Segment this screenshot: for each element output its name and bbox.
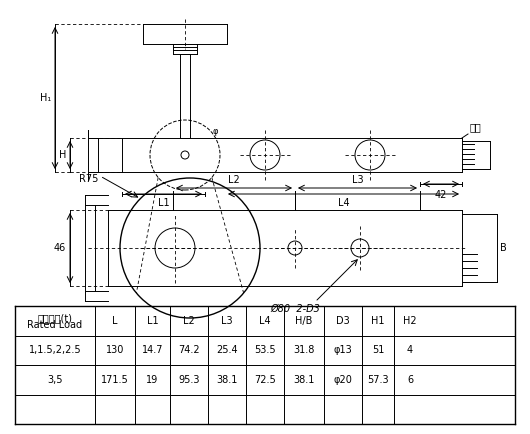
Text: H: H [59, 150, 66, 160]
Text: L1: L1 [147, 316, 158, 326]
Text: L3: L3 [352, 175, 363, 185]
Text: 57.3: 57.3 [367, 375, 389, 385]
Text: 19: 19 [146, 375, 158, 385]
Text: L4: L4 [338, 198, 349, 208]
Text: 51: 51 [372, 345, 384, 355]
Text: L2: L2 [183, 316, 195, 326]
Text: 74.2: 74.2 [178, 345, 200, 355]
Text: 53.5: 53.5 [254, 345, 276, 355]
Text: L3: L3 [221, 316, 233, 326]
Text: 3,5: 3,5 [47, 375, 63, 385]
Text: H₁: H₁ [40, 93, 51, 103]
Text: D3: D3 [336, 316, 350, 326]
Text: 171.5: 171.5 [101, 375, 129, 385]
Text: 6: 6 [407, 375, 413, 385]
Text: 130: 130 [106, 345, 124, 355]
Text: 1,1.5,2,2.5: 1,1.5,2,2.5 [29, 345, 81, 355]
Text: 墊片: 墊片 [470, 122, 482, 132]
Text: φ: φ [212, 127, 218, 136]
Text: φ13: φ13 [333, 345, 352, 355]
Text: R75: R75 [78, 174, 98, 184]
Text: 46: 46 [54, 243, 66, 253]
Text: H2: H2 [403, 316, 417, 326]
Text: L1: L1 [158, 198, 169, 208]
Text: H1: H1 [371, 316, 385, 326]
Text: H/B: H/B [295, 316, 313, 326]
Text: 31.8: 31.8 [293, 345, 315, 355]
Text: 25.4: 25.4 [216, 345, 238, 355]
Text: 額定載荷(t): 額定載荷(t) [38, 313, 73, 323]
Text: 95.3: 95.3 [178, 375, 200, 385]
Text: L2: L2 [228, 175, 240, 185]
Text: 38.1: 38.1 [293, 375, 315, 385]
Text: 72.5: 72.5 [254, 375, 276, 385]
Text: L4: L4 [259, 316, 271, 326]
Text: B: B [500, 243, 507, 253]
Text: 4: 4 [407, 345, 413, 355]
Text: 14.7: 14.7 [142, 345, 163, 355]
Text: Ø80  2-D3: Ø80 2-D3 [270, 304, 320, 314]
Text: L: L [112, 316, 118, 326]
Text: 38.1: 38.1 [216, 375, 237, 385]
Text: φ20: φ20 [333, 375, 352, 385]
Text: 42: 42 [435, 190, 447, 200]
Text: Rated Load: Rated Load [28, 320, 83, 330]
